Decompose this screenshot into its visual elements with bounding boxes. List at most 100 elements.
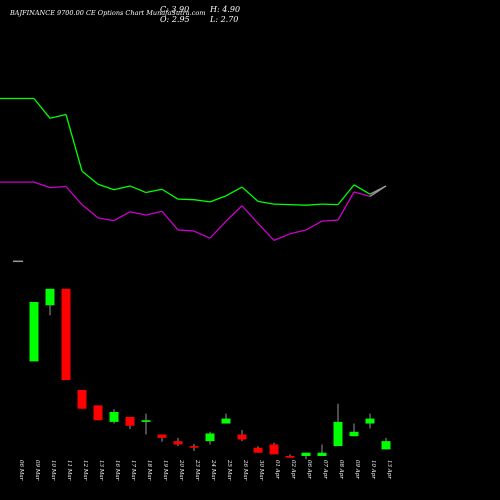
high-label: H: <box>210 5 220 14</box>
x-tick-label: 06 Mar <box>18 460 24 481</box>
candle-body <box>301 452 311 456</box>
candle-26-mar <box>237 430 247 442</box>
candle-17-mar <box>125 416 135 430</box>
x-tick-label: 26 Mar <box>242 459 248 481</box>
ma-line-2-segment <box>161 210 179 231</box>
candle-25-mar <box>221 413 231 424</box>
high-readout: H: 4.90 <box>210 5 240 14</box>
ma-line-1-segment <box>289 204 307 206</box>
ma-line-1-segment <box>113 185 131 191</box>
close-readout: C: 3.90 <box>160 5 189 14</box>
x-tick-label: 09 Mar <box>34 460 40 481</box>
ma-line-1-segment <box>161 188 179 200</box>
candle-body <box>221 418 231 424</box>
ma-line-1-segment <box>305 203 323 206</box>
candle-02-apr <box>285 454 295 458</box>
ma-line-2-segment <box>337 191 355 221</box>
open-value: 2.95 <box>171 15 190 24</box>
chart-title: BAJFINANCE 9700.00 CE Options Chart Muna… <box>10 9 206 17</box>
x-tick-label: 01 Apr <box>274 460 280 479</box>
ma-line-1-segment <box>81 170 99 185</box>
candle-body <box>285 456 295 458</box>
x-tick-label: 11 Mar <box>66 460 72 481</box>
x-tick-label: 18 Mar <box>146 460 152 481</box>
candle-body <box>349 431 359 437</box>
ma-line-1-segment <box>145 188 163 194</box>
candle-08-apr <box>333 403 343 447</box>
ma-line-1-segment <box>241 186 259 202</box>
ma-line-1-segment <box>177 198 195 201</box>
ma-line-1-segment <box>225 186 243 197</box>
moving-average-layer <box>0 97 387 242</box>
candle-body <box>317 452 327 456</box>
candle-body <box>109 412 119 422</box>
x-tick-label: 23 Mar <box>194 459 200 481</box>
candle-09-mar <box>29 302 39 362</box>
x-tick-label: 08 Apr <box>338 460 344 479</box>
candle-19-mar <box>157 434 167 442</box>
ma-line-2-segment <box>113 211 131 222</box>
x-tick-label: 24 Mar <box>210 459 216 481</box>
ma-line-2-segment <box>97 217 115 222</box>
ma-line-2-segment <box>65 186 83 206</box>
x-tick-label: 07 Apr <box>322 460 328 479</box>
ma-line-1-segment <box>193 199 211 203</box>
candle-13-mar <box>93 405 103 421</box>
candle-18-mar <box>141 413 151 435</box>
candle-body <box>173 441 183 445</box>
candle-body <box>45 288 55 306</box>
close-label: C: <box>160 5 169 14</box>
ma-line-1-segment <box>337 184 355 206</box>
ma-line-2-segment <box>241 205 259 224</box>
x-tick-label: 25 Mar <box>226 459 232 481</box>
ma-line-1-segment <box>49 113 67 119</box>
x-tick-label: 19 Mar <box>162 460 168 481</box>
candle-body <box>269 444 279 455</box>
candle-01-apr <box>269 442 279 455</box>
ma-line-2-segment <box>273 233 291 242</box>
candle-body <box>253 447 263 453</box>
x-tick-label: 20 Mar <box>178 459 184 481</box>
candle-23-mar <box>189 443 199 452</box>
candle-body <box>205 433 215 442</box>
ma-line-1-segment <box>65 114 83 172</box>
candle-11-mar <box>61 288 71 381</box>
ma-line-2-segment <box>305 220 323 231</box>
ma-line-2-segment <box>225 205 243 222</box>
ma-line-2-segment <box>289 229 307 235</box>
open-label: O: <box>160 15 170 24</box>
ma-line-2-segment <box>353 191 371 198</box>
ma-line-2-segment <box>369 185 387 197</box>
ma-line-1-segment <box>257 200 275 205</box>
low-readout: L: 2.70 <box>210 15 238 24</box>
candle-body <box>333 421 343 447</box>
open-readout: O: 2.95 <box>160 15 190 24</box>
candle-layer <box>13 260 391 460</box>
x-tick-label: 02 Apr <box>290 460 296 479</box>
ma-line-2-segment <box>257 222 275 241</box>
low-value: 2.70 <box>220 15 239 24</box>
ma-line-2-segment <box>177 229 195 232</box>
x-tick-label: 13 Apr <box>386 460 392 479</box>
ma-line-2-segment <box>129 211 147 216</box>
candle-30-mar <box>253 446 263 453</box>
x-tick-label: 06 Apr <box>306 460 312 479</box>
ma-line-2-segment <box>49 185 67 189</box>
ma-line-1-segment <box>209 195 227 203</box>
candle-24-mar <box>205 431 215 445</box>
x-tick-label: 10 Apr <box>370 460 376 479</box>
candle-10-apr <box>365 413 375 429</box>
ma-line-2-segment <box>193 230 211 239</box>
candle-16-mar <box>109 409 119 424</box>
ma-line-2-segment <box>81 204 99 219</box>
candle-06-apr <box>301 452 311 460</box>
x-tick-label: 17 Mar <box>130 460 136 481</box>
high-value: 4.90 <box>222 5 241 14</box>
ma-line-2-segment <box>321 219 339 222</box>
candle-13-apr <box>381 437 391 450</box>
candle-body <box>381 441 391 450</box>
x-tick-label: 09 Apr <box>354 460 360 479</box>
candle-body <box>237 434 247 440</box>
x-tick-label: 30 Mar <box>258 460 264 481</box>
